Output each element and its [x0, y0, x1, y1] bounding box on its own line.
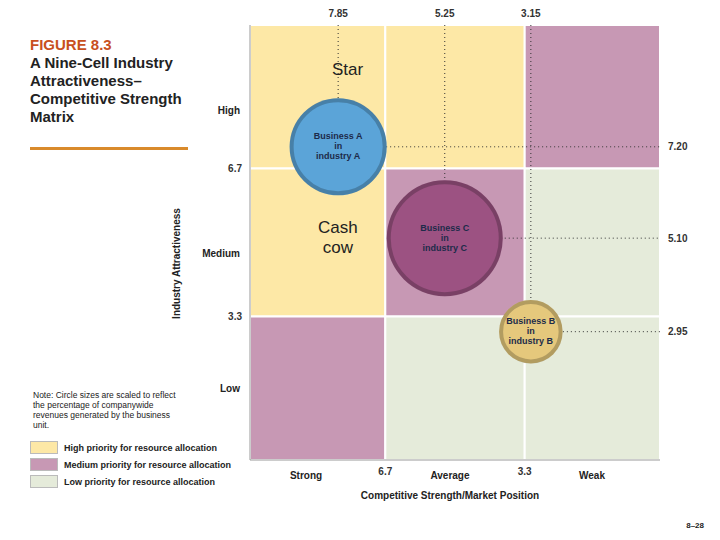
svg-text:5.25: 5.25 [435, 8, 455, 19]
html-text:Medium priority for resource a: Medium priority for resource allocation [64, 459, 231, 470]
html-text:Low priority for resource allo: Low priority for resource allocation [64, 476, 215, 487]
html-text:Note: Circle sizes are scaled: Note: Circle sizes are scaled to reflect… [33, 390, 176, 430]
svg-text:in: in [441, 233, 449, 243]
svg-text:Business B: Business B [506, 316, 556, 326]
html-text:Weak: Weak [579, 470, 605, 481]
html-text:High: High [217, 105, 240, 116]
svg-text:7.85: 7.85 [328, 8, 348, 19]
svg-text:7.20: 7.20 [668, 141, 688, 152]
html-text:Industry Attractiveness: Industry Attractiveness [170, 208, 182, 319]
svg-text:industry C: industry C [422, 243, 467, 253]
html-text:Competitive Strength/Market Po: Competitive Strength/Market Position [360, 490, 540, 501]
svg-text:3.15: 3.15 [521, 8, 541, 19]
svg-text:6.7: 6.7 [378, 466, 392, 477]
svg-text:2.95: 2.95 [668, 326, 688, 337]
html-text:Low: Low [220, 383, 240, 394]
svg-text:in: in [334, 141, 342, 151]
html-text:Cash cow: Cash cow [318, 218, 358, 257]
svg-text:Business A: Business A [314, 131, 363, 141]
svg-text:Business C: Business C [420, 223, 470, 233]
html-text:Star: Star [332, 60, 364, 79]
html-text:High priority for resource all: High priority for resource allocation [64, 442, 217, 453]
svg-text:3.3: 3.3 [518, 466, 532, 477]
svg-text:3.3: 3.3 [228, 311, 242, 322]
svg-text:industry B: industry B [509, 336, 554, 346]
html-text:A Nine-Cell Industry Attractiv: A Nine-Cell Industry Attractiveness–Comp… [30, 54, 182, 125]
html-text:FIGURE 8.3: FIGURE 8.3 [30, 36, 112, 53]
svg-text:5.10: 5.10 [668, 233, 688, 244]
html-text:Strong: Strong [289, 470, 323, 481]
html-text:Average: Average [430, 470, 470, 481]
svg-text:in: in [527, 326, 535, 336]
html-text:Medium: Medium [202, 248, 240, 259]
html-text:8–28: 8–28 [686, 521, 704, 530]
svg-text:industry A: industry A [316, 151, 361, 161]
svg-text:6.7: 6.7 [228, 163, 242, 174]
